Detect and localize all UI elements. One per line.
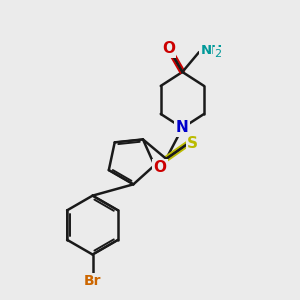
Text: N: N (176, 120, 189, 135)
Text: NH: NH (200, 44, 223, 57)
Text: S: S (187, 136, 198, 152)
Text: Br: Br (84, 274, 101, 288)
Text: O: O (162, 41, 175, 56)
Text: O: O (153, 160, 166, 175)
Text: 2: 2 (214, 49, 221, 58)
